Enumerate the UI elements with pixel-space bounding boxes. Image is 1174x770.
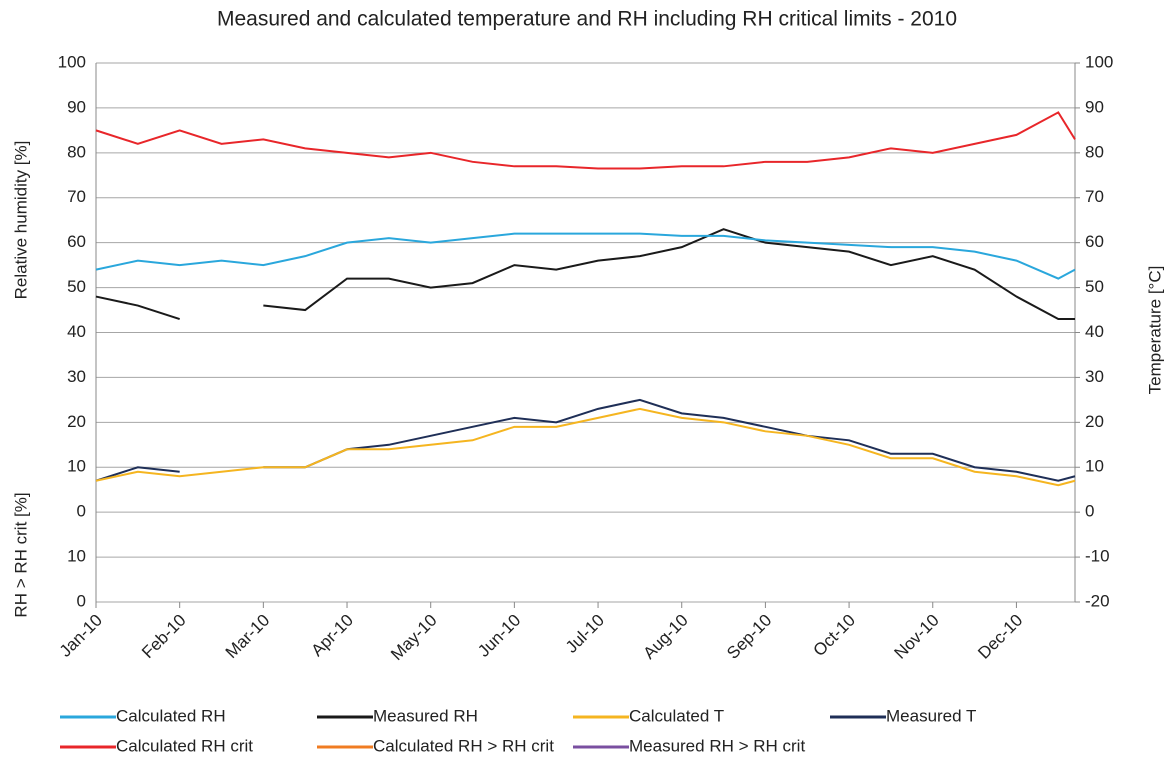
- y2-tick-label: 50: [1085, 277, 1104, 296]
- y2-tick-label: 20: [1085, 412, 1104, 431]
- legend-label: Measured RH: [373, 706, 478, 725]
- y-tick-label: 40: [67, 322, 86, 341]
- y-tick-label: 30: [67, 367, 86, 386]
- x-tick-label: Aug-10: [640, 611, 692, 663]
- y2-tick-label: -20: [1085, 591, 1110, 610]
- chart-title: Measured and calculated temperature and …: [217, 8, 957, 31]
- x-tick-label: Mar-10: [222, 611, 274, 663]
- x-tick-label: Jun-10: [474, 611, 524, 661]
- y-tick-label: 0: [77, 591, 86, 610]
- x-tick-label: Feb-10: [138, 611, 190, 663]
- y-tick-label: 10: [67, 457, 86, 476]
- legend-label: Calculated RH: [116, 706, 226, 725]
- legend-label: Measured T: [886, 706, 976, 725]
- y2-tick-label: 30: [1085, 367, 1104, 386]
- series-line: [95, 111, 1076, 170]
- y-tick-label: 10: [67, 547, 86, 566]
- x-tick-label: Jan-10: [56, 611, 106, 661]
- x-tick-label: Jul-10: [562, 611, 608, 657]
- y2-axis-title: Temperature [°C]: [1145, 266, 1164, 395]
- series-line: [95, 232, 1076, 280]
- y2-tick-label: -10: [1085, 547, 1110, 566]
- y-tick-label: 90: [67, 97, 86, 116]
- y2-tick-label: 40: [1085, 322, 1104, 341]
- y-tick-label: 100: [58, 52, 86, 71]
- y2-tick-label: 70: [1085, 187, 1104, 206]
- y2-tick-label: 90: [1085, 97, 1104, 116]
- series-line: [95, 407, 1076, 487]
- y-tick-label: 60: [67, 232, 86, 251]
- y-tick-label: 50: [67, 277, 86, 296]
- series-line: [95, 398, 1076, 482]
- y-axis-title: Relative humidity [%]: [11, 141, 30, 300]
- y2-tick-label: 100: [1085, 52, 1113, 71]
- y-tick-label: 0: [77, 502, 86, 521]
- y-tick-label: 70: [67, 187, 86, 206]
- y-tick-label: 20: [67, 412, 86, 431]
- legend-label: Calculated RH > RH crit: [373, 736, 554, 755]
- y2-tick-label: 0: [1085, 502, 1094, 521]
- y2-tick-label: 80: [1085, 142, 1104, 161]
- y-axis-title-lower: RH > RH crit [%]: [11, 492, 30, 617]
- series-line: [95, 228, 1075, 321]
- x-tick-label: Oct-10: [810, 611, 860, 661]
- x-tick-label: Nov-10: [891, 611, 943, 663]
- legend-label: Measured RH > RH crit: [629, 736, 805, 755]
- y2-tick-label: 10: [1085, 457, 1104, 476]
- x-tick-label: Sep-10: [723, 611, 775, 663]
- legend-label: Calculated T: [629, 706, 724, 725]
- y-tick-label: 80: [67, 142, 86, 161]
- y2-tick-label: 60: [1085, 232, 1104, 251]
- x-tick-label: May-10: [387, 611, 441, 665]
- x-tick-label: Apr-10: [308, 611, 358, 661]
- legend-label: Calculated RH crit: [116, 736, 253, 755]
- x-tick-label: Dec-10: [974, 611, 1026, 663]
